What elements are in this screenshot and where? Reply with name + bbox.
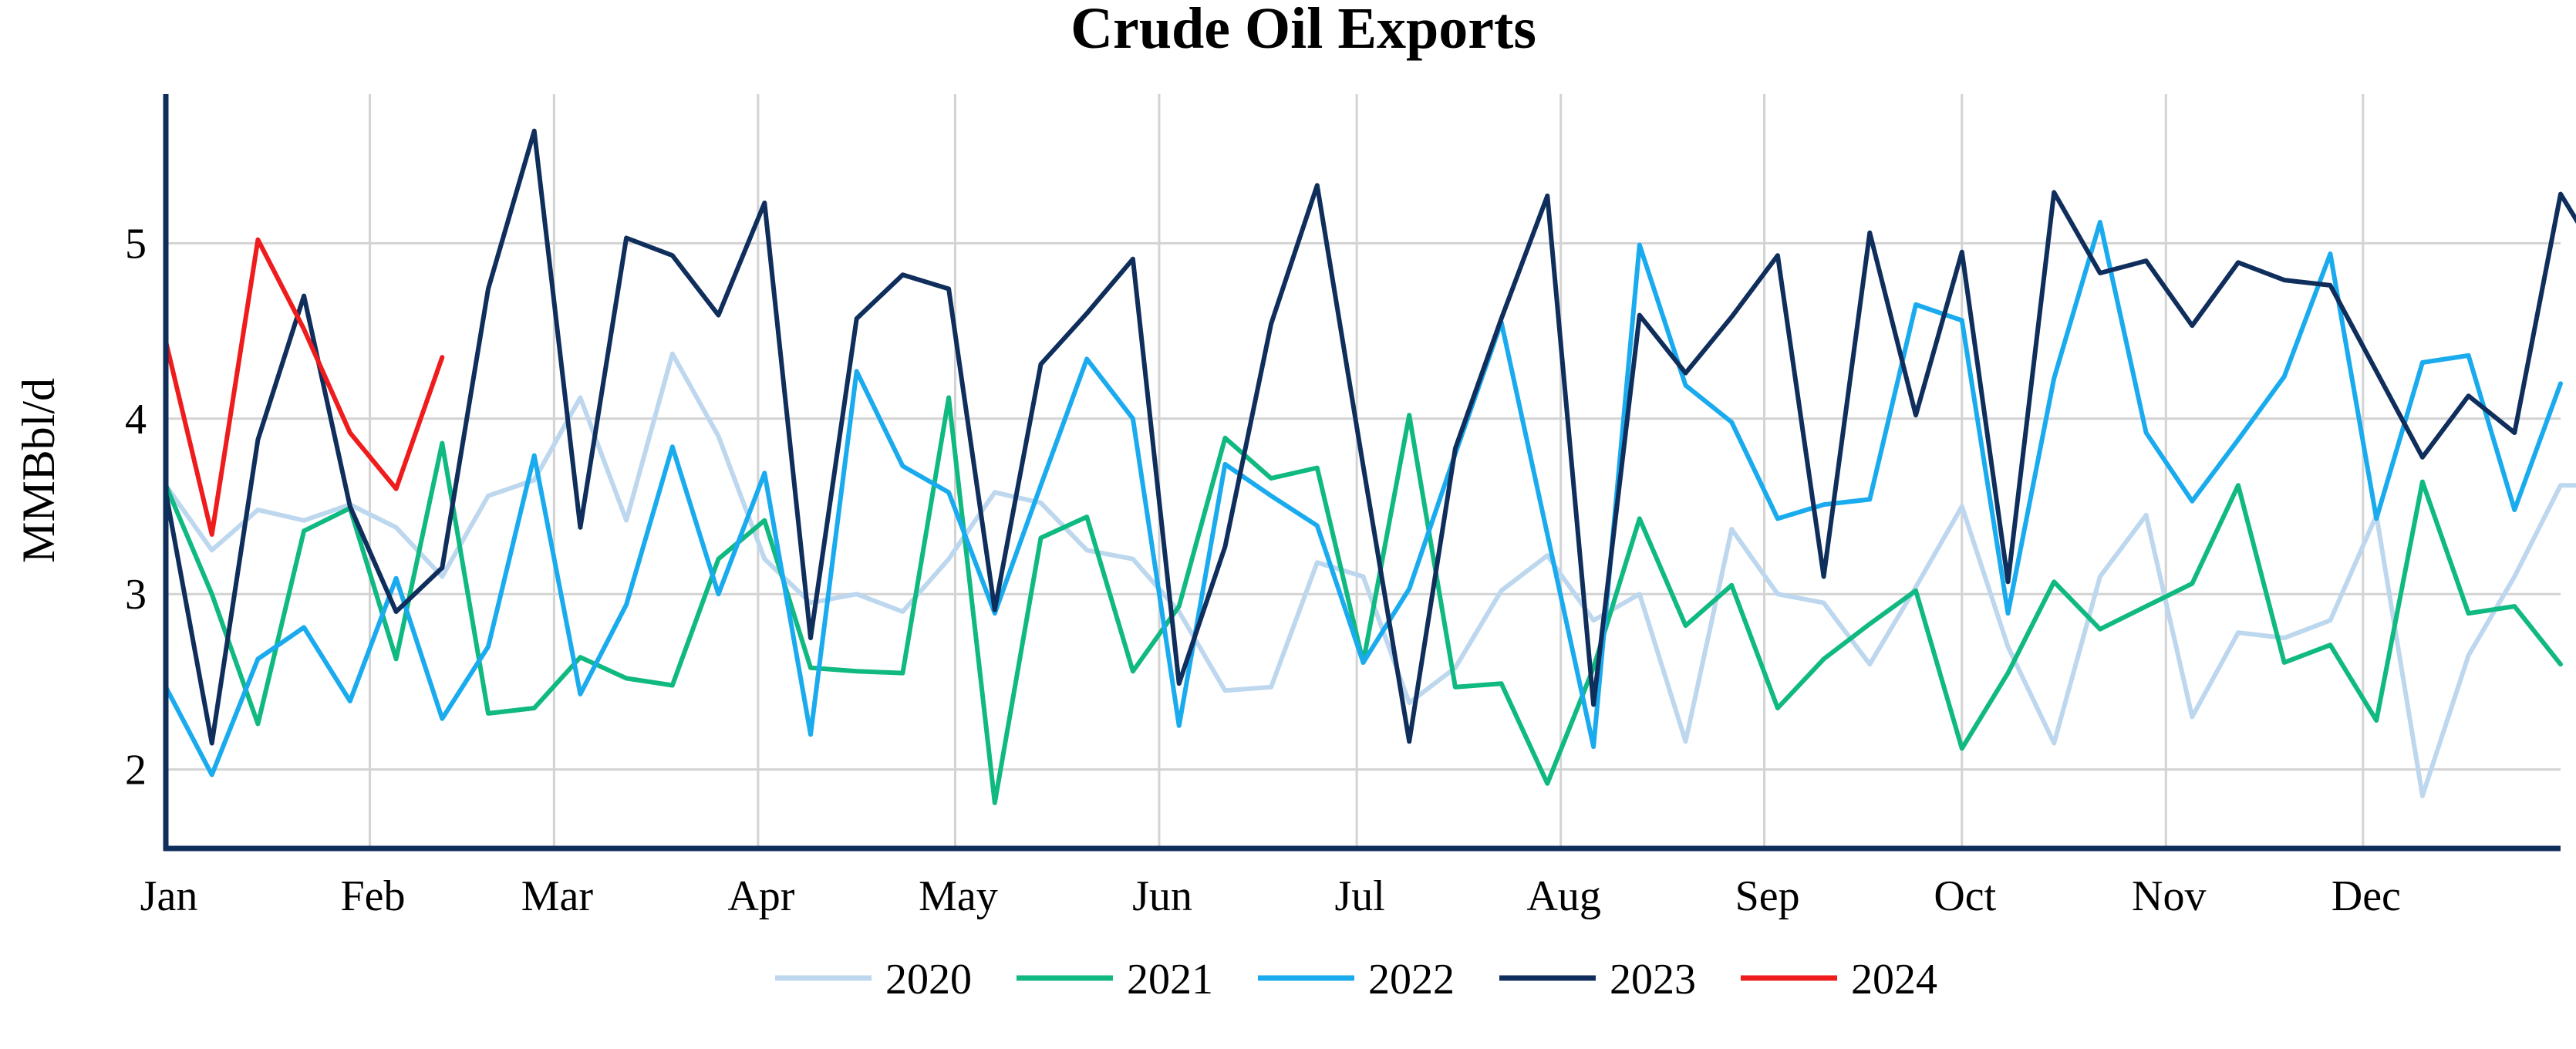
series-lines bbox=[164, 128, 2576, 805]
y-tick-label: 5 bbox=[125, 220, 147, 268]
x-tick-label: Sep bbox=[1735, 872, 1800, 920]
x-tick-label: Oct bbox=[1934, 872, 1996, 920]
series-line-2020 bbox=[164, 351, 2576, 798]
y-tick-label: 2 bbox=[125, 747, 147, 794]
x-tick-label: Jan bbox=[140, 872, 198, 920]
legend-label: 2021 bbox=[1127, 956, 1213, 1003]
x-tick-labels: Jan Feb Mar Apr May Jun Jul Aug Sep Oct Nov Dec bbox=[140, 872, 2401, 920]
x-tick-label: May bbox=[919, 872, 998, 920]
legend-item-2022[interactable]: 2022 bbox=[1258, 956, 1455, 1003]
series-line-2023 bbox=[164, 128, 2576, 746]
y-tick-labels: 2 3 4 5 bbox=[125, 220, 147, 794]
axes bbox=[163, 94, 2561, 852]
x-tick-label: Feb bbox=[341, 872, 406, 920]
x-tick-label: Jul bbox=[1334, 872, 1384, 920]
x-tick-label: Nov bbox=[2132, 872, 2206, 920]
legend-item-2024[interactable]: 2024 bbox=[1741, 956, 1937, 1003]
legend-item-2020[interactable]: 2020 bbox=[775, 956, 972, 1003]
x-tick-label: Aug bbox=[1526, 872, 1600, 920]
y-tick-label: 4 bbox=[125, 396, 147, 444]
grid bbox=[164, 94, 2561, 848]
y-tick-label: 3 bbox=[125, 571, 147, 619]
series-line-2024 bbox=[164, 237, 445, 537]
legend-item-2021[interactable]: 2021 bbox=[1017, 956, 1213, 1003]
legend[interactable]: 2020 2021 2022 2023 2024 bbox=[775, 956, 1937, 1003]
series-line-2022 bbox=[164, 220, 2563, 777]
legend-label: 2020 bbox=[885, 956, 972, 1003]
legend-label: 2024 bbox=[1851, 956, 1937, 1003]
legend-item-2023[interactable]: 2023 bbox=[1499, 956, 1696, 1003]
x-tick-label: Jun bbox=[1132, 872, 1192, 920]
chart-title: Crude Oil Exports bbox=[1071, 0, 1536, 61]
x-tick-label: Dec bbox=[2332, 872, 2401, 920]
x-tick-label: Apr bbox=[727, 872, 794, 920]
legend-label: 2022 bbox=[1368, 956, 1455, 1003]
legend-label: 2023 bbox=[1610, 956, 1696, 1003]
y-axis-label: MMBbl/d bbox=[13, 378, 64, 563]
x-tick-label: Mar bbox=[521, 872, 594, 920]
